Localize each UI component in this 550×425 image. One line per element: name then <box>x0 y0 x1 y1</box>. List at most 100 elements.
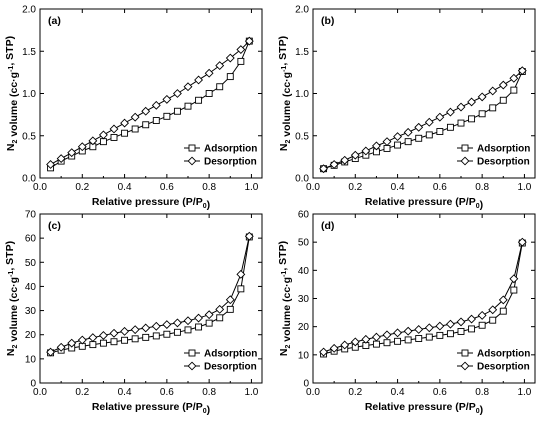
data-point-diamond <box>382 330 392 340</box>
data-point-square <box>404 336 412 344</box>
y-tick-label: 20 <box>298 322 310 333</box>
data-point-diamond <box>183 316 193 326</box>
data-point-square <box>237 57 245 65</box>
x-tick-label: 0.2 <box>348 387 362 398</box>
data-point-square <box>436 128 444 135</box>
data-point-square <box>425 333 433 341</box>
data-point-diamond <box>403 127 413 137</box>
data-point-diamond <box>340 340 350 350</box>
data-point-diamond <box>319 347 329 357</box>
x-tick-label: 0.0 <box>33 182 47 193</box>
panel-label: (d) <box>321 220 334 232</box>
data-point-diamond <box>88 333 98 343</box>
legend: Adsorption Desorption <box>457 144 530 168</box>
x-tick-label: 0.2 <box>75 182 89 193</box>
data-point-square <box>216 83 224 91</box>
data-point-square <box>99 138 107 146</box>
data-point-square <box>415 335 423 342</box>
data-point-diamond <box>172 318 182 328</box>
data-point-square <box>121 129 129 137</box>
y-tick-label: 50 <box>25 258 37 269</box>
series-line <box>50 236 250 353</box>
data-point-diamond <box>46 347 56 357</box>
data-point-diamond <box>382 137 392 147</box>
series-desorption <box>319 237 527 357</box>
legend-label-desorption: Desorption <box>204 362 257 373</box>
data-point-diamond <box>120 326 130 336</box>
y-axis-title: N2 volume (cc·g-1, STP) <box>4 36 20 151</box>
y-tick-label: 0.0 <box>295 174 309 185</box>
data-point-diamond <box>509 274 519 284</box>
data-point-square <box>404 138 412 146</box>
data-point-square <box>131 335 139 343</box>
legend-marker-square <box>461 349 469 357</box>
data-point-diamond <box>498 80 508 90</box>
y-tick-label: 0.0 <box>22 174 36 185</box>
data-point-square <box>468 325 476 333</box>
x-tick-label: 0.0 <box>306 182 320 193</box>
y-tick-label: 1.5 <box>22 47 36 58</box>
data-point-diamond <box>467 314 477 324</box>
legend-marker-diamond <box>460 361 470 371</box>
data-point-diamond <box>120 118 130 128</box>
data-point-square <box>173 328 181 336</box>
panel-label: (a) <box>48 15 61 27</box>
chart-panel-1: 0.0 0.2 0.4 0.6 0.8 1.0 0.0 0.5 1.0 1.5 2.0 Relativ… <box>4 5 263 211</box>
x-tick-label: 0.8 <box>202 182 216 193</box>
data-point-diamond <box>350 337 360 347</box>
y-tick-label: 50 <box>298 238 310 249</box>
data-point-diamond <box>424 323 434 333</box>
plot-frame <box>39 213 263 384</box>
data-point-diamond <box>456 317 466 327</box>
x-axis-title: Relative pressure (P/P0) <box>365 401 483 416</box>
y-tick-label: 40 <box>298 266 310 277</box>
data-point-square <box>446 330 454 338</box>
data-point-square <box>457 328 465 335</box>
data-point-diamond <box>56 154 66 164</box>
x-tick-label: 0.6 <box>433 387 447 398</box>
panel-label: (c) <box>48 220 61 232</box>
legend-marker-square <box>188 144 196 152</box>
data-point-diamond <box>340 155 350 165</box>
y-tick-label: 0.5 <box>295 131 309 142</box>
data-point-diamond <box>77 142 87 152</box>
y-tick-label: 30 <box>25 306 37 317</box>
data-point-diamond <box>445 107 455 117</box>
data-point-square <box>468 115 476 123</box>
x-tick-label: 0.8 <box>475 387 489 398</box>
data-point-square <box>163 330 171 338</box>
data-point-diamond <box>435 112 445 122</box>
x-tick-label: 1.0 <box>517 182 531 193</box>
data-point-diamond <box>319 164 329 174</box>
data-point-diamond <box>130 325 140 335</box>
data-point-square <box>394 141 402 149</box>
x-tick-label: 1.0 <box>244 182 258 193</box>
data-point-square <box>195 96 203 104</box>
data-point-square <box>184 326 192 334</box>
legend-marker-diamond <box>460 156 470 166</box>
data-point-diamond <box>172 89 182 98</box>
legend-label-adsorption: Adsorption <box>477 144 530 155</box>
data-point-square <box>237 285 245 293</box>
data-point-square <box>205 90 213 97</box>
data-point-square <box>142 333 150 341</box>
data-point-diamond <box>244 231 254 241</box>
legend-label-desorption: Desorption <box>204 157 257 168</box>
chart-panel-3: 0.0 0.2 0.4 0.6 0.8 1.0 0 10 20 30 40 50 60 70 Relativ… <box>4 210 263 416</box>
x-tick-label: 1.0 <box>517 387 531 398</box>
data-point-diamond <box>477 310 487 320</box>
data-point-diamond <box>488 305 498 315</box>
x-tick-label: 0.4 <box>391 387 405 398</box>
data-point-square <box>152 117 160 124</box>
data-point-diamond <box>414 122 424 132</box>
x-tick-label: 0.2 <box>75 387 89 398</box>
y-tick-label: 70 <box>25 210 37 221</box>
data-point-square <box>499 96 507 104</box>
data-point-diamond <box>393 328 403 338</box>
series-line <box>323 242 523 353</box>
series-line <box>323 242 523 355</box>
series-desorption <box>319 66 527 174</box>
data-point-diamond <box>424 117 434 127</box>
legend-marker-square <box>461 144 469 152</box>
data-point-diamond <box>236 45 246 54</box>
